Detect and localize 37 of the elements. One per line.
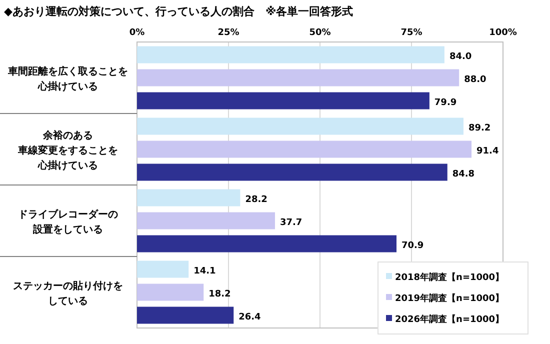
y-tick-label: 車間距離を広く取ることを心掛けている	[7, 65, 128, 92]
y-tick-label: ドライブレコーダーの設置をしている	[18, 208, 118, 236]
bar	[137, 92, 430, 110]
data-label: 84.8	[452, 169, 475, 180]
legend-label: 2019年調査【n=1000】	[395, 293, 504, 304]
bar	[137, 118, 464, 135]
bar	[137, 284, 204, 301]
data-label: 14.1	[194, 266, 216, 276]
bar	[137, 46, 444, 64]
data-label: 28.2	[245, 194, 268, 205]
y-tick-label: ステッカーの貼り付けをしている	[13, 280, 123, 307]
data-label: 26.4	[238, 312, 261, 322]
x-tick-label: 50%	[309, 28, 331, 38]
data-label: 89.2	[468, 123, 491, 134]
bar	[137, 164, 448, 181]
bar	[137, 260, 189, 278]
x-tick-label: 25%	[218, 28, 240, 38]
bar	[137, 212, 275, 230]
data-label: 91.4	[476, 146, 499, 156]
bar	[137, 69, 460, 86]
data-label: 84.0	[449, 52, 472, 62]
data-label: 18.2	[208, 289, 231, 300]
bar	[137, 189, 240, 206]
bar	[137, 140, 472, 158]
y-tick-label: 余裕のある車線変更をすることを心掛けている	[17, 129, 118, 172]
legend-label: 2018年調査【n=1000】	[395, 272, 504, 283]
data-label: 88.0	[464, 74, 486, 85]
chart-title: ◆あおり運転の対策について、行っている人の割合 ※各単一回答形式	[4, 5, 354, 18]
bar	[137, 306, 234, 324]
bar	[137, 235, 396, 252]
data-label: 37.7	[280, 218, 302, 228]
x-tick-label: 75%	[400, 28, 422, 38]
legend-label: 2026年調査【n=1000】	[395, 314, 504, 325]
data-label: 79.9	[434, 98, 457, 108]
data-label: 70.9	[401, 240, 424, 251]
x-tick-label: 100%	[489, 28, 517, 38]
x-tick-label: 0%	[129, 28, 145, 38]
